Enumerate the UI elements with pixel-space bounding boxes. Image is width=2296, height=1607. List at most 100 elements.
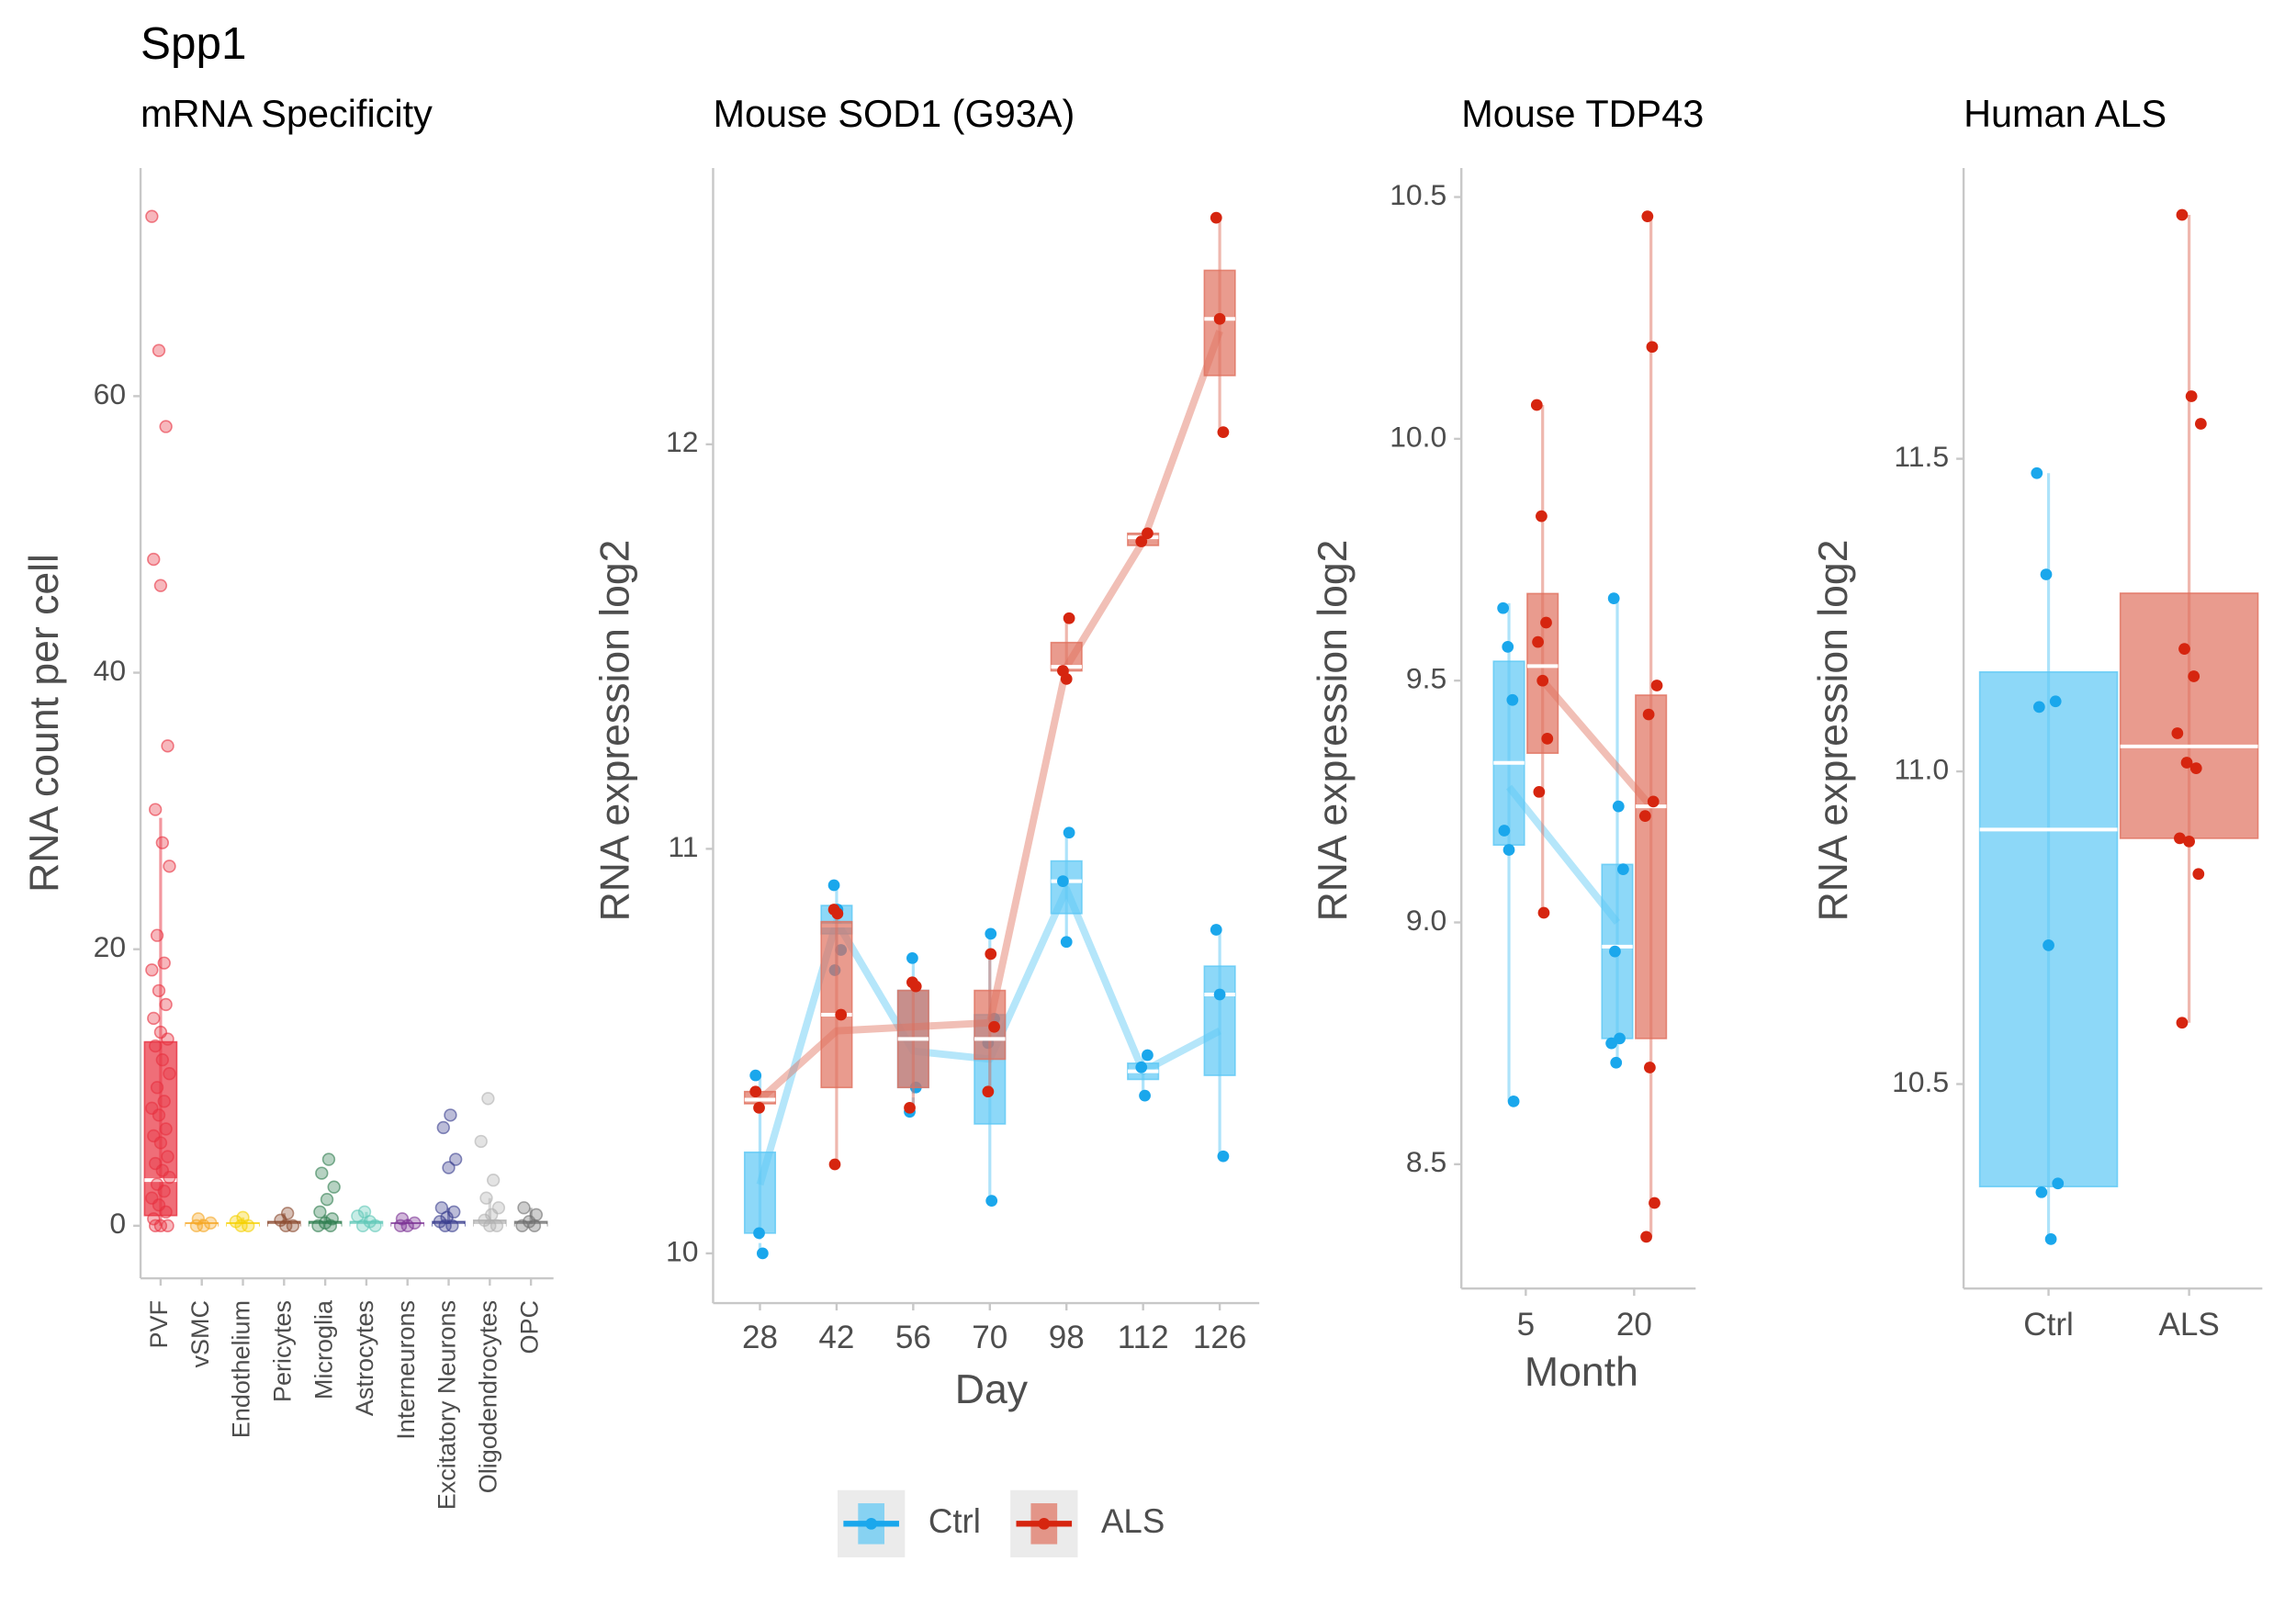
point [1497,601,1510,614]
point [2052,1177,2065,1190]
x-tick-label: Ctrl [2023,1307,2074,1343]
point [436,1120,450,1135]
y-axis-label: RNA expression log2 [593,540,638,922]
point [1533,785,1546,798]
point [1142,527,1154,540]
point [985,927,997,940]
point [515,1219,529,1232]
x-tick-label: Endothelium [227,1300,255,1438]
point [474,1134,488,1149]
point [153,579,168,592]
point [2194,418,2207,430]
point [1638,810,1651,823]
y-tick-label: 20 [94,930,126,963]
point [148,1219,163,1232]
point [1617,863,1629,875]
point [433,1215,447,1229]
point [1060,672,1073,685]
x-tick-label: Astrocytes [350,1300,378,1416]
point [1536,674,1549,687]
point [152,343,166,357]
point [1536,510,1548,523]
point [313,1205,327,1219]
box [1492,660,1525,847]
box [820,920,853,1089]
panel-title: Mouse TDP43 [1461,93,1704,135]
point [982,1085,995,1098]
y-axis-label: RNA expression log2 [1811,540,1856,922]
point [1640,1231,1652,1243]
x-tick-label: 112 [1118,1320,1169,1355]
x-tick-label: 20 [1616,1307,1652,1343]
point [1506,693,1519,706]
point [985,948,997,961]
point [286,1219,300,1232]
point [321,1152,336,1166]
point [150,928,164,942]
point [1213,988,1226,1001]
point [161,1219,174,1232]
box [1526,592,1559,754]
point [1217,1150,1230,1163]
y-tick-label: 10.0 [1390,420,1446,453]
point [150,1081,164,1095]
point [148,803,163,816]
point [315,1166,329,1180]
point [1644,1062,1656,1073]
y-tick-label: 12 [666,425,698,458]
point [157,956,171,970]
panel-title: mRNA Specificity [141,93,433,135]
x-tick-label: 42 [818,1320,854,1355]
point [161,1150,174,1163]
box [1203,965,1236,1076]
y-tick-label: 11.5 [1894,440,1949,473]
point [988,1020,1000,1033]
point [145,209,159,223]
point [481,1092,495,1106]
point [1063,612,1075,624]
y-tick-label: 10.5 [1390,178,1446,211]
mean-line [1539,678,1654,809]
point [444,1108,457,1122]
point [155,1052,169,1067]
point [1610,1056,1623,1069]
point [2192,868,2205,881]
point [1213,312,1226,325]
x-tick-label: Pericytes [267,1300,296,1402]
point [906,951,918,964]
box [1050,860,1083,915]
legend-label: ALS [1101,1502,1165,1540]
point [157,1095,171,1108]
x-tick-label: ALS [2158,1307,2219,1343]
point [191,1212,206,1226]
point [351,1209,365,1223]
point [1647,795,1660,808]
point [1507,1096,1520,1107]
y-tick-label: 11.0 [1894,752,1949,785]
point [1210,211,1222,224]
point [1503,844,1515,856]
point [491,1201,506,1215]
y-axis-label: RNA expression log2 [1311,540,1356,922]
x-tick-label: vSMC [186,1300,214,1368]
point [157,1185,171,1198]
point [1142,1049,1154,1062]
point [148,1039,163,1053]
point [1135,1061,1148,1073]
x-tick-label: OPC [514,1300,543,1354]
point [2176,208,2189,221]
point [153,1136,168,1150]
point [828,1158,841,1171]
y-axis-label: RNA count per cell [22,554,67,893]
figure-title: Spp1 [141,18,246,69]
point [831,907,844,920]
point [327,1180,341,1194]
point [1063,826,1075,839]
point [236,1210,250,1224]
point [1649,1197,1660,1209]
point [1646,341,1659,354]
y-tick-label: 9.5 [1406,662,1446,695]
point [161,1032,174,1046]
point [318,1216,332,1230]
